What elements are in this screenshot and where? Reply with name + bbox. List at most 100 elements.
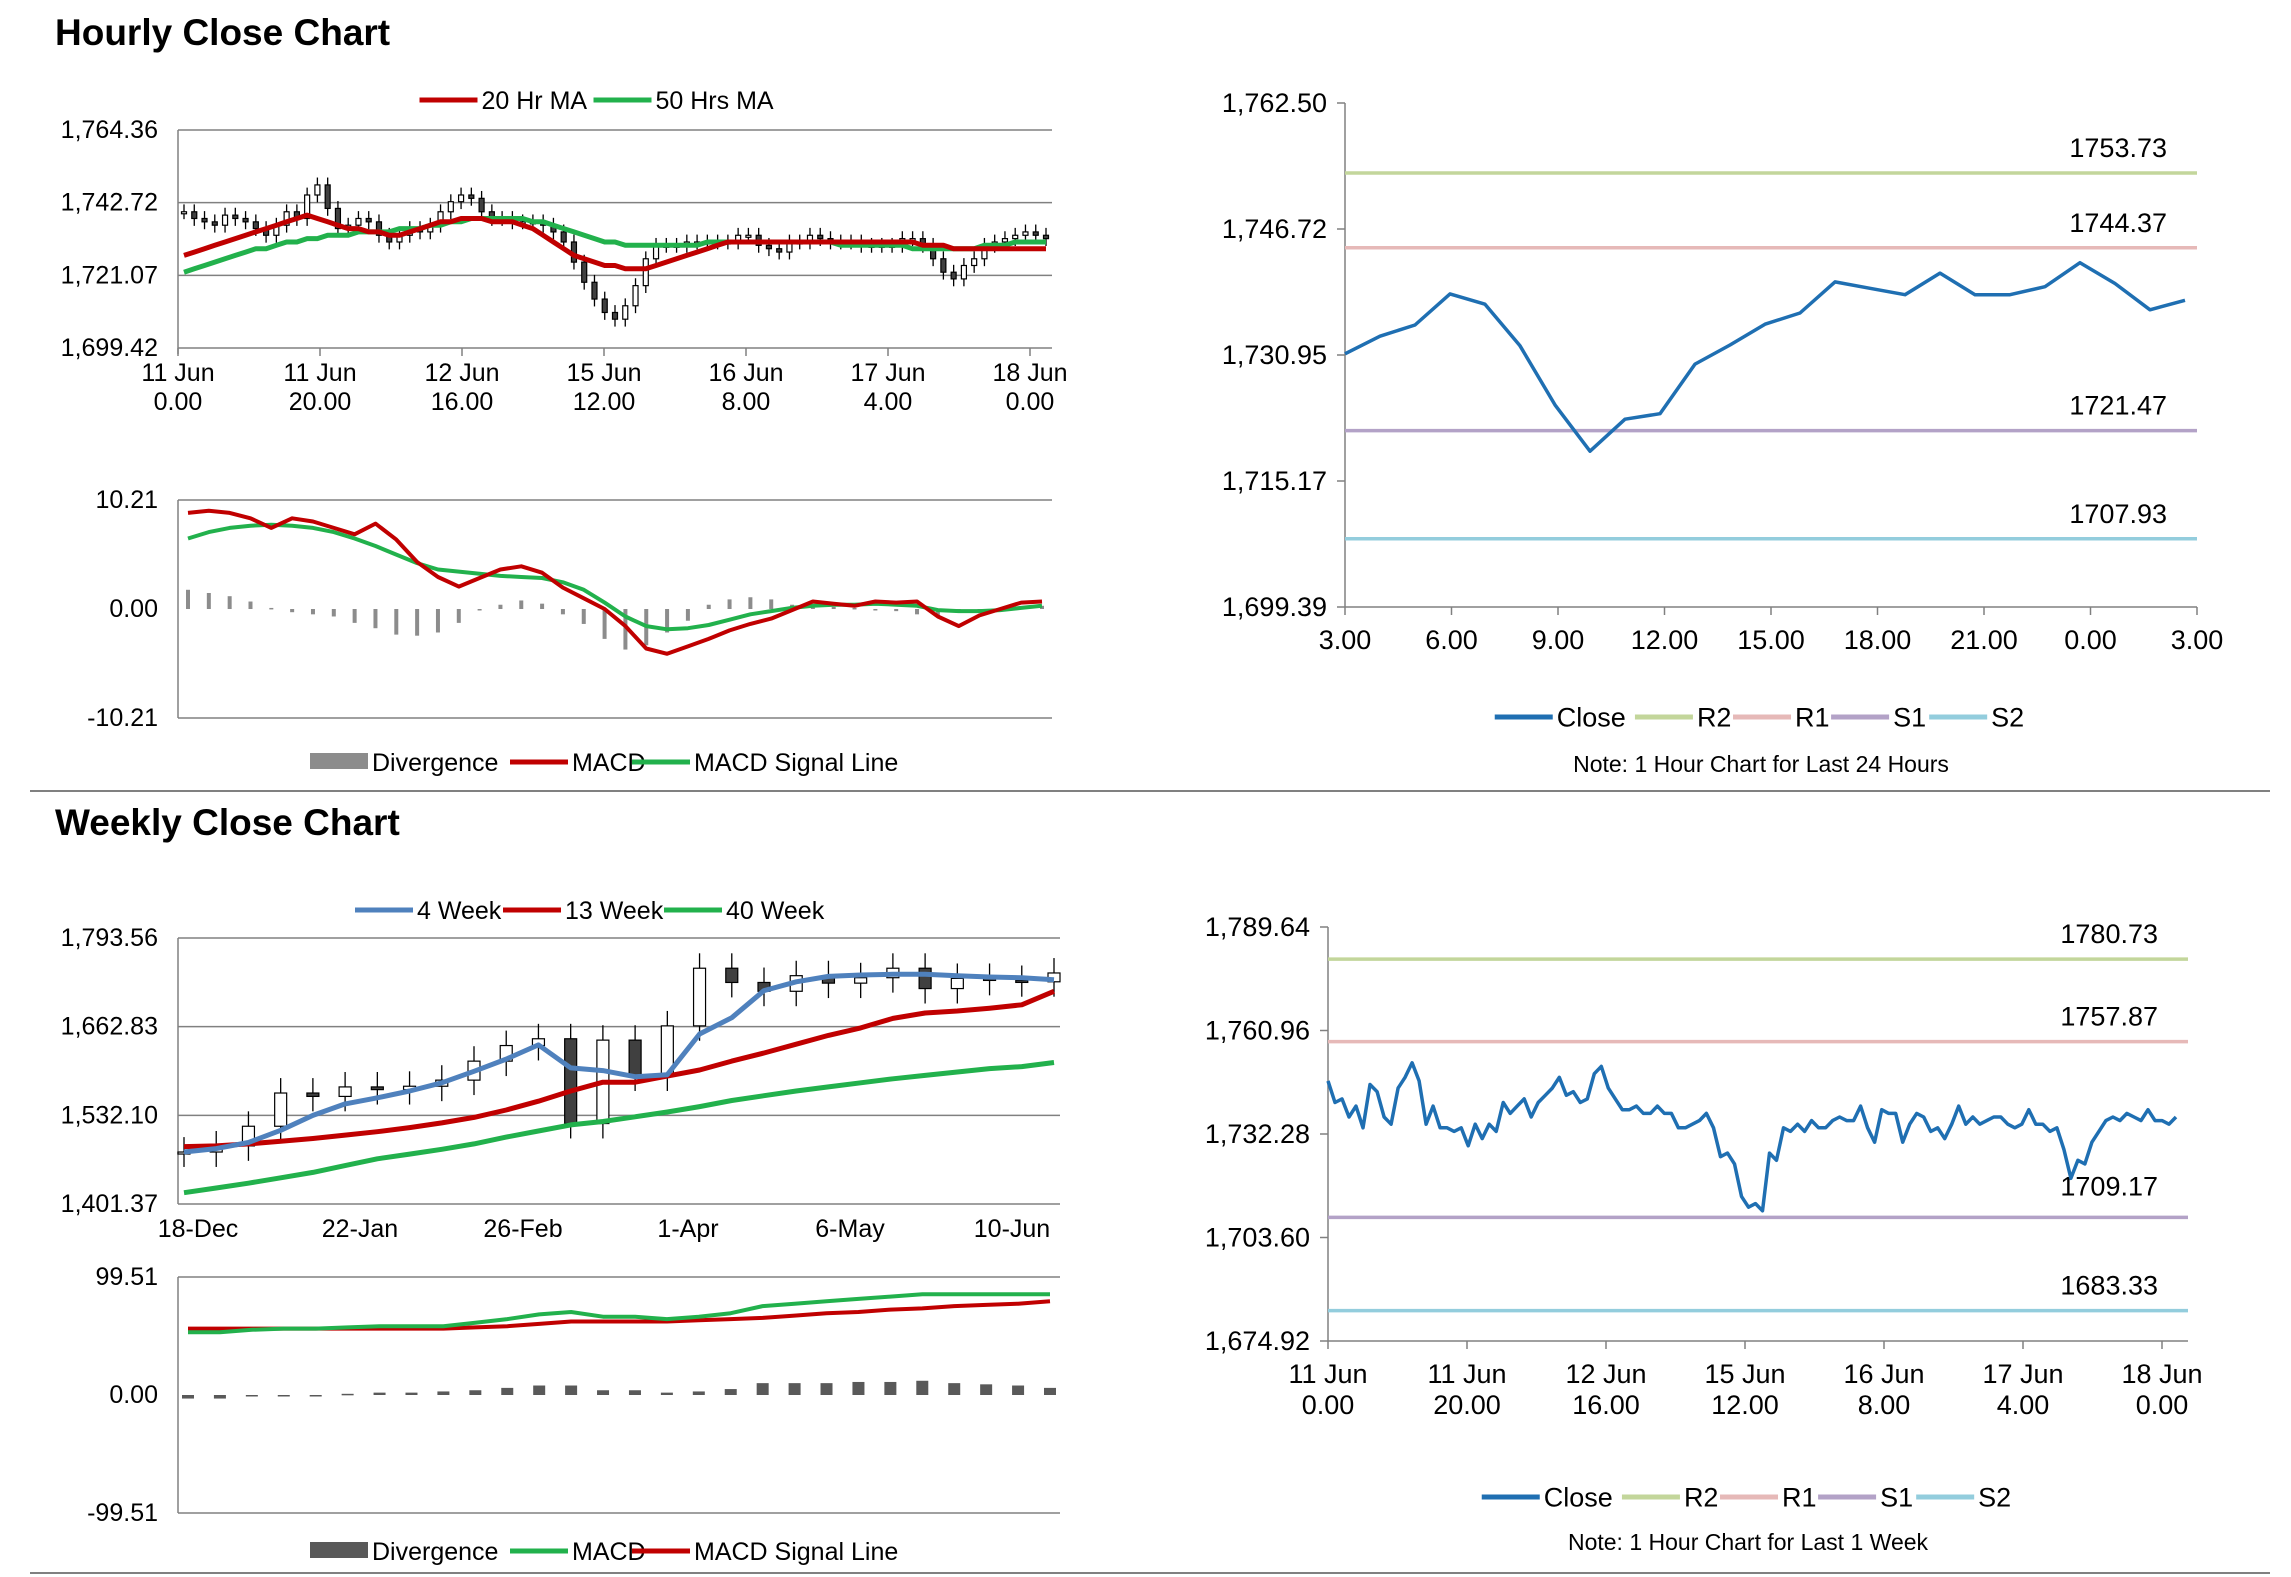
weekly_close_1w-legend-label: S1: [1880, 1482, 1913, 1512]
divergence-bar: [1012, 1385, 1025, 1395]
weekly_close_1w-legend-label: R2: [1684, 1482, 1719, 1512]
hourly-price-legend-label: 50 Hrs MA: [656, 87, 774, 115]
section-divider: [30, 790, 2270, 792]
y-tick-label: 1,401.37: [61, 1190, 158, 1218]
divergence-bar: [182, 1395, 194, 1399]
weekly_macd-legend-label: Divergence: [372, 1538, 498, 1566]
divergence-bar: [269, 607, 274, 610]
candle-body: [642, 258, 649, 287]
x-tick-label: 3.00: [1319, 625, 1372, 655]
divergence-bar: [565, 1385, 578, 1395]
divergence-bar: [341, 1393, 354, 1396]
y-tick-label: -99.51: [87, 1499, 158, 1527]
divergence-bar: [309, 1395, 322, 1397]
y-tick-label: 1,746.72: [1222, 214, 1327, 244]
x-tick-label: 16 Jun 8.00: [708, 359, 783, 416]
y-tick-label: 1,532.10: [61, 1101, 158, 1129]
divergence-bar: [245, 1395, 258, 1397]
level-r1-label: 1744.37: [2069, 208, 2167, 238]
divergence-bar: [469, 1390, 482, 1395]
hourly_close_24h-legend-label: S2: [1991, 702, 2024, 732]
hourly_close_24h-legend-label: R1: [1795, 702, 1830, 732]
candle-body: [1042, 234, 1050, 240]
ma20-line: [183, 212, 1046, 272]
weekly-price-legend-label: 40 Week: [726, 897, 825, 925]
x-tick-label: 10-Jun: [974, 1215, 1050, 1243]
candle-body: [560, 231, 567, 243]
x-tick-label: 18.00: [1844, 625, 1912, 655]
candle-body: [232, 214, 239, 220]
divergence-bar: [894, 609, 899, 612]
x-tick-label: 18 Jun 0.00: [2121, 1359, 2202, 1420]
candle-body: [324, 184, 331, 210]
chart-note: Note: 1 Hour Chart for Last 24 Hours: [1573, 751, 1949, 777]
divergence-bar: [277, 1395, 290, 1397]
hourly-price-chart: 20 Hr MA 50 Hrs MA 1,764.36 1,742.72 1,721.0…: [61, 87, 1068, 416]
divergence-bar: [769, 599, 774, 609]
bottom-divider: [30, 1572, 2270, 1574]
level-r2-label: 1753.73: [2069, 133, 2167, 163]
y-tick-label: 1,732.28: [1205, 1119, 1310, 1149]
divergence-bar: [820, 1383, 833, 1395]
divergence-bar: [206, 592, 211, 609]
hourly_close_24h-legend-label: S1: [1893, 702, 1926, 732]
candle-body: [1022, 231, 1029, 236]
ma50-line: [183, 216, 1046, 275]
divergence-bar: [980, 1384, 993, 1395]
weekly-price-legend-label: 13 Week: [565, 897, 664, 925]
level-s1-label: 1721.47: [2069, 391, 2167, 421]
y-tick-label: 1,742.72: [61, 189, 158, 217]
weekly_close_1w-legend-label: Close: [1544, 1482, 1613, 1512]
x-tick-label: 22-Jan: [322, 1215, 398, 1243]
x-tick-label: 21.00: [1950, 625, 2018, 655]
candle-body: [191, 211, 198, 220]
x-tick-label: 11 Jun 0.00: [141, 359, 214, 416]
candle-body: [960, 264, 968, 280]
candle-body: [591, 281, 598, 300]
x-tick-label: 16 Jun 8.00: [1843, 1359, 1924, 1420]
candle-body: [918, 967, 932, 990]
candle-body: [242, 217, 249, 223]
y-tick-label: 1,662.83: [61, 1013, 158, 1041]
macd-line: [187, 508, 1043, 656]
hourly-section-title: Hourly Close Chart: [55, 12, 391, 53]
level-s2-label: 1707.93: [2069, 499, 2167, 529]
candle-body: [632, 285, 639, 307]
divergence-bar: [405, 1392, 418, 1395]
divergence-bar: [331, 609, 336, 617]
y-tick-label: 99.51: [95, 1263, 158, 1291]
chart-note: Note: 1 Hour Chart for Last 1 Week: [1568, 1529, 1929, 1555]
divergence-bar: [884, 1381, 897, 1395]
candle-body: [950, 977, 964, 990]
x-tick-label: 17 Jun 4.00: [1982, 1359, 2063, 1420]
candle-body: [564, 1038, 578, 1125]
hourly_macd-legend-swatch: [310, 753, 368, 769]
ma40-week-line: [183, 1060, 1055, 1196]
candle-body: [950, 271, 957, 280]
weekly-price-legend-label: 4 Week: [417, 897, 502, 925]
candle-body: [370, 1086, 384, 1091]
hourly-price-legend-label: 20 Hr MA: [482, 87, 588, 115]
candle-body: [581, 261, 588, 283]
candle-body: [611, 311, 619, 320]
candle-body: [252, 221, 259, 230]
candle-body: [274, 1092, 288, 1127]
x-tick-label: 1-Apr: [657, 1215, 718, 1243]
x-tick-label: 15.00: [1737, 625, 1805, 655]
candle-body: [692, 967, 707, 1027]
candle-body: [457, 194, 465, 203]
x-tick-label: 17 Jun 4.00: [850, 359, 925, 416]
y-tick-label: 1,703.60: [1205, 1223, 1310, 1253]
divergence-bar: [456, 609, 461, 623]
divergence-bar: [756, 1383, 769, 1395]
candle-body: [854, 977, 868, 984]
divergence-bar: [788, 1383, 801, 1395]
divergence-bar: [852, 607, 857, 610]
ma13-week-line: [183, 988, 1055, 1150]
candle-body: [765, 244, 773, 250]
y-tick-label: 1,789.64: [1205, 912, 1310, 942]
candle-body: [355, 217, 362, 226]
candle-body: [478, 197, 485, 213]
